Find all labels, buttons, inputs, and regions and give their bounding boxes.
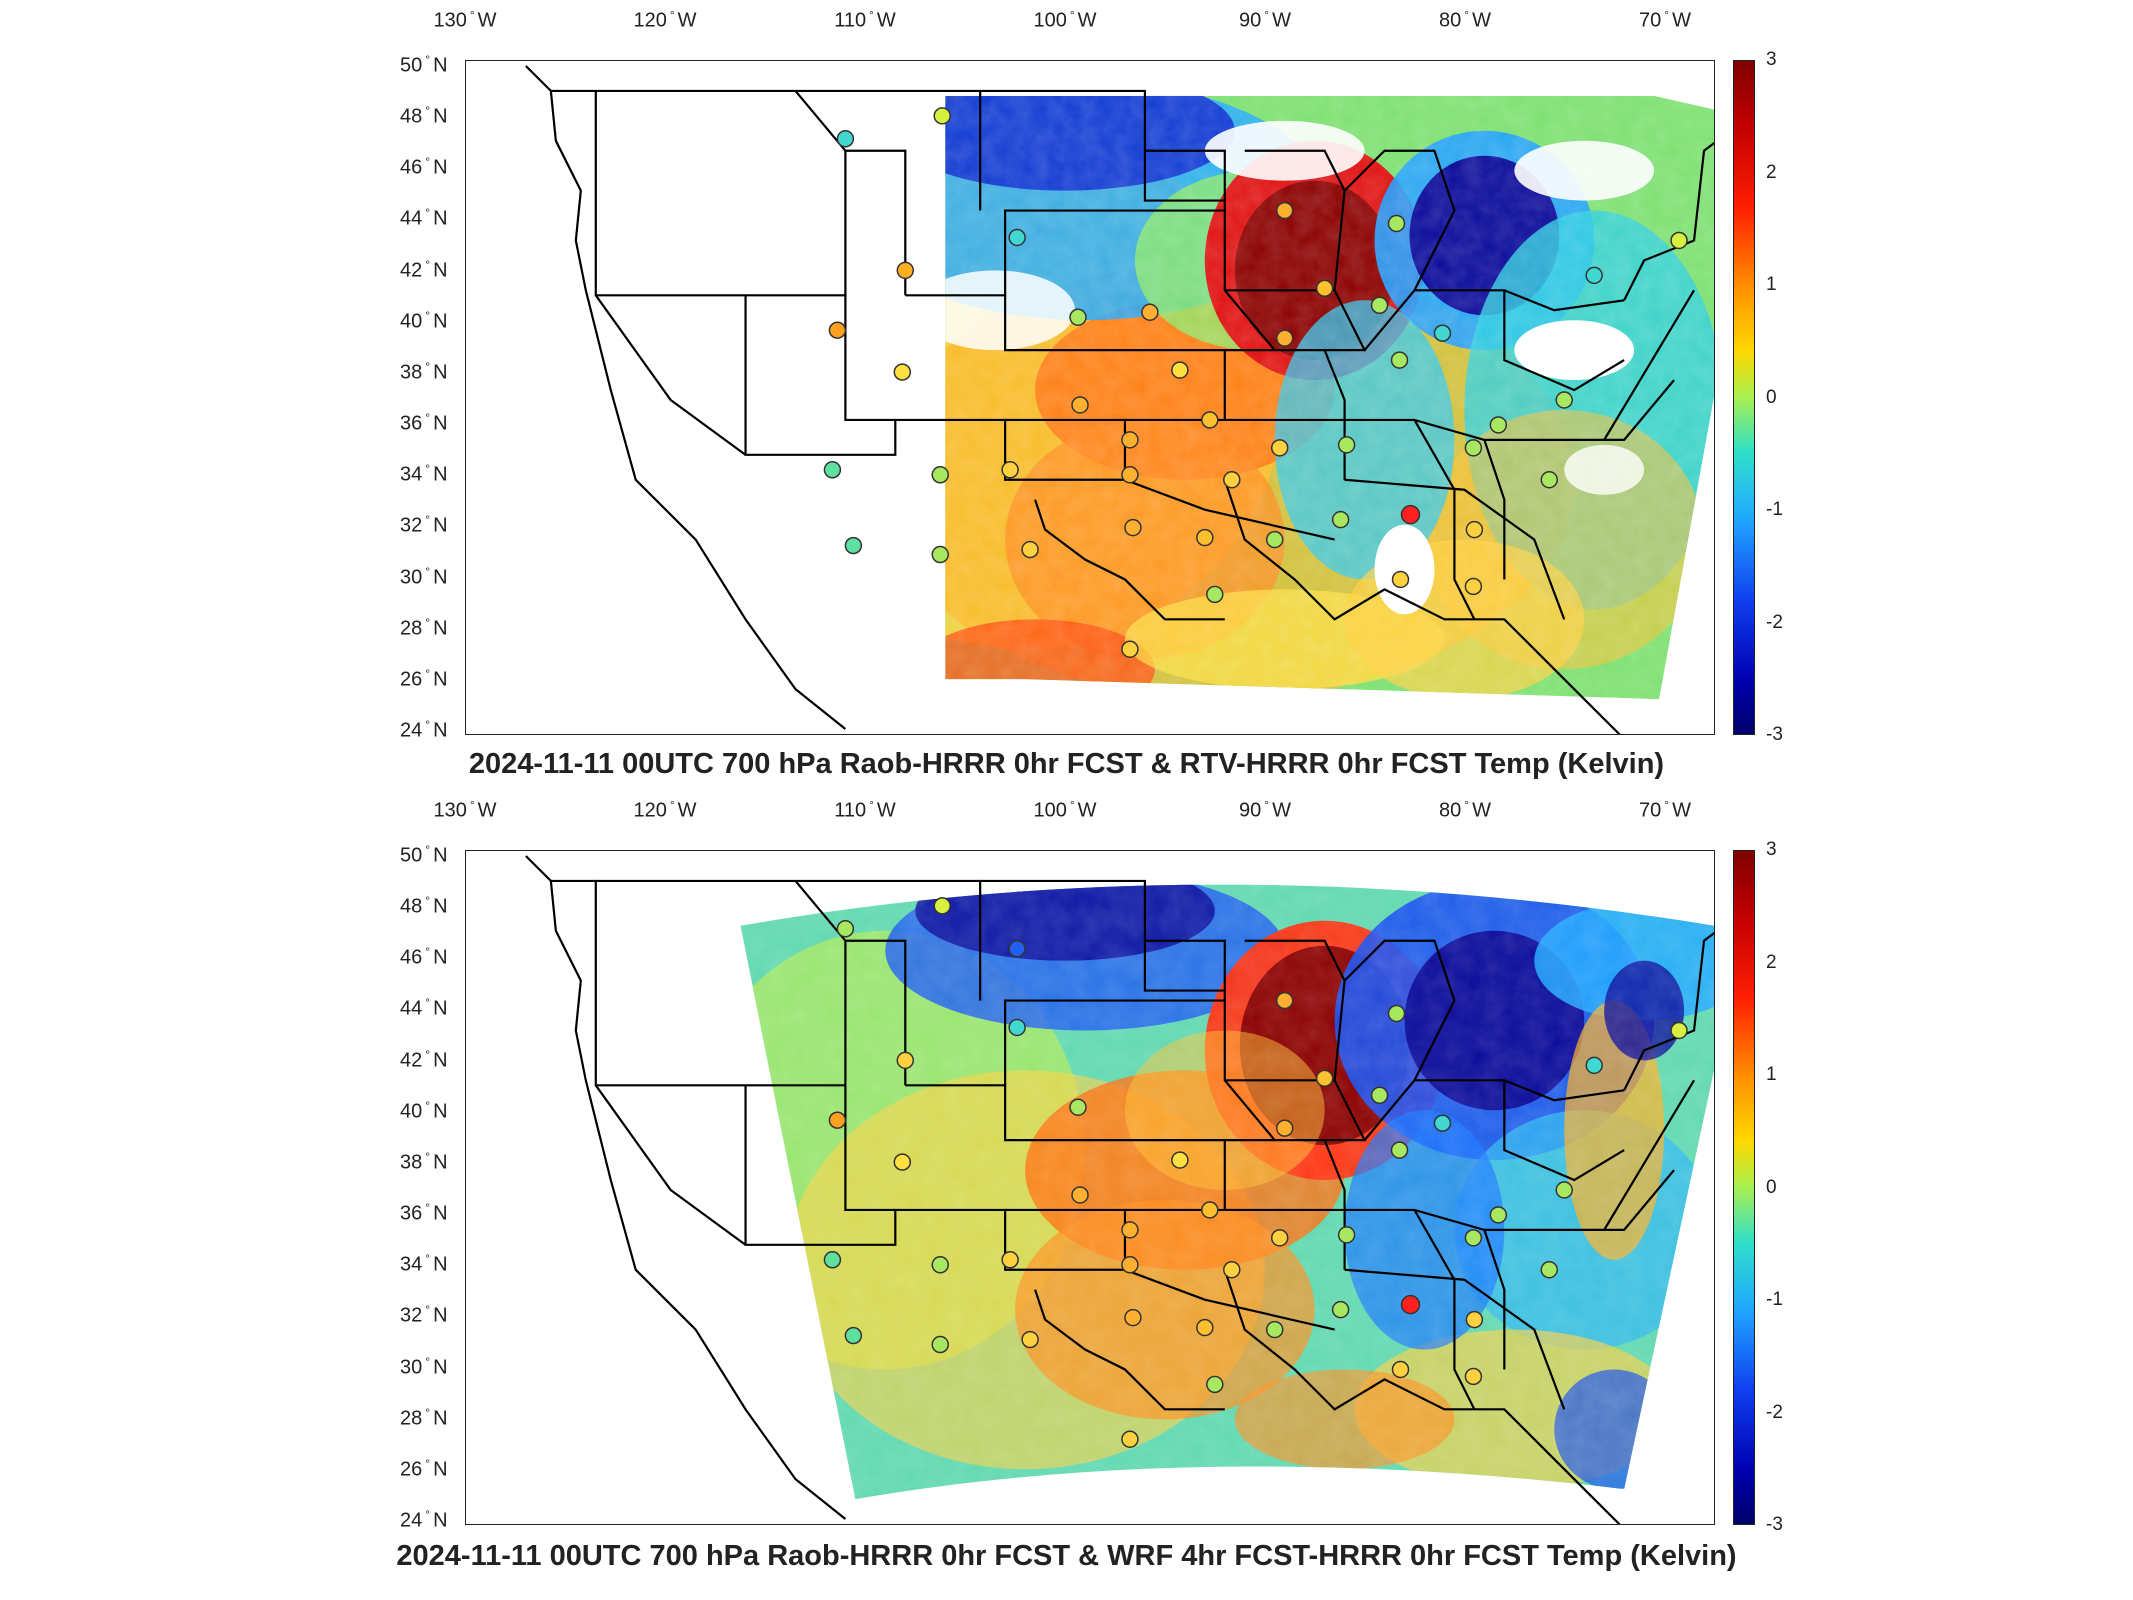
lat-tick-label: 40 ° N — [400, 1098, 448, 1123]
colorbar-tick-label: -2 — [1766, 611, 1783, 633]
temperature-difference-map — [465, 60, 1715, 735]
lat-tick-label: 32 ° N — [400, 1303, 448, 1327]
temperature-field — [740, 884, 1714, 1500]
lat-tick-label: 24 ° N — [400, 717, 448, 742]
lat-tick-label: 28 ° N — [400, 1405, 448, 1430]
lat-tick-label: 50 ° N — [400, 52, 448, 77]
lat-tick-label: 42 ° N — [400, 257, 448, 281]
lat-tick-label: 38 ° N — [400, 1149, 448, 1174]
colorbar-tick-label: 1 — [1766, 1064, 1777, 1085]
lon-tick-label: 110 ° W — [834, 798, 896, 822]
lat-tick-label: 46 ° N — [400, 154, 448, 179]
lat-tick-label: 44 ° N — [400, 206, 448, 230]
colorbar-tick-label: -1 — [1766, 499, 1783, 520]
colorbar-tick-label: -2 — [1766, 1401, 1783, 1423]
lon-tick-label: 70 ° W — [1639, 8, 1691, 32]
lat-tick-label: 48 ° N — [400, 893, 448, 918]
lon-tick-label: 110 ° W — [834, 8, 896, 32]
lat-tick-label: 24 ° N — [400, 1507, 448, 1532]
raob-stations — [823, 107, 1688, 658]
colorbar-tick-label: 0 — [1766, 386, 1777, 408]
colorbar-tick-label: -3 — [1766, 1514, 1783, 1535]
top-map-panel: 2024-11-11 00UTC 700 hPa Raob-HRRR 0hr F… — [400, 8, 1783, 780]
lat-tick-label: 44 ° N — [400, 996, 448, 1020]
state-boundaries — [525, 855, 1714, 1524]
lat-tick-label: 26 ° N — [400, 1456, 448, 1481]
lat-tick-label: 50 ° N — [400, 842, 448, 867]
state-boundaries — [525, 65, 1714, 734]
lon-tick-label: 100 ° W — [1033, 798, 1097, 822]
colorbar-tick-label: -3 — [1766, 724, 1783, 745]
colorbar — [1733, 850, 1755, 1525]
colorbar-tick-label: 3 — [1766, 839, 1777, 860]
lat-tick-label: 46 ° N — [400, 944, 448, 969]
bottom-map-panel: 2024-11-11 00UTC 700 hPa Raob-HRRR 0hr F… — [0, 790, 2133, 1600]
lat-tick-label: 32 ° N — [400, 513, 448, 537]
colorbar-tick-label: 2 — [1766, 161, 1777, 183]
temperature-field — [945, 95, 1714, 700]
lat-tick-label: 30 ° N — [400, 1354, 448, 1378]
lon-tick-label: 100 ° W — [1033, 8, 1097, 32]
lon-tick-label: 90 ° W — [1239, 8, 1291, 32]
lat-tick-label: 30 ° N — [400, 564, 448, 588]
lat-tick-label: 48 ° N — [400, 103, 448, 128]
raob-stations — [823, 897, 1688, 1448]
map-svg — [525, 65, 1714, 734]
map-svg — [525, 855, 1714, 1524]
lon-tick-label: 80 ° W — [1439, 8, 1491, 32]
lon-tick-label: 120 ° W — [633, 8, 697, 32]
lon-tick-label: 130 ° W — [433, 8, 497, 32]
map-title: 2024-11-11 00UTC 700 hPa Raob-HRRR 0hr F… — [468, 748, 1665, 780]
lat-tick-label: 34 ° N — [400, 461, 448, 486]
colorbar-tick-label: 1 — [1766, 274, 1777, 295]
lon-tick-label: 70 ° W — [1639, 798, 1691, 822]
lon-tick-label: 90 ° W — [1239, 798, 1291, 822]
lat-tick-label: 34 ° N — [400, 1251, 448, 1276]
lat-tick-label: 42 ° N — [400, 1047, 448, 1071]
colorbar-tick-label: 2 — [1766, 951, 1777, 973]
lon-tick-label: 120 ° W — [633, 798, 697, 822]
lon-tick-label: 80 ° W — [1439, 798, 1491, 822]
colorbar-tick-label: 0 — [1766, 1176, 1777, 1198]
colorbar-tick-label: 3 — [1766, 49, 1777, 70]
colorbar — [1733, 60, 1755, 735]
lat-tick-label: 36 ° N — [400, 410, 448, 435]
map-title: 2024-11-11 00UTC 700 hPa Raob-HRRR 0hr F… — [396, 1540, 1737, 1572]
lat-tick-label: 38 ° N — [400, 359, 448, 384]
lat-tick-label: 40 ° N — [400, 308, 448, 333]
colorbar-tick-label: -1 — [1766, 1289, 1783, 1310]
lat-tick-label: 26 ° N — [400, 666, 448, 691]
temperature-difference-map — [465, 850, 1715, 1525]
lat-tick-label: 36 ° N — [400, 1200, 448, 1225]
lat-tick-label: 28 ° N — [400, 615, 448, 640]
lon-tick-label: 130 ° W — [433, 798, 497, 822]
